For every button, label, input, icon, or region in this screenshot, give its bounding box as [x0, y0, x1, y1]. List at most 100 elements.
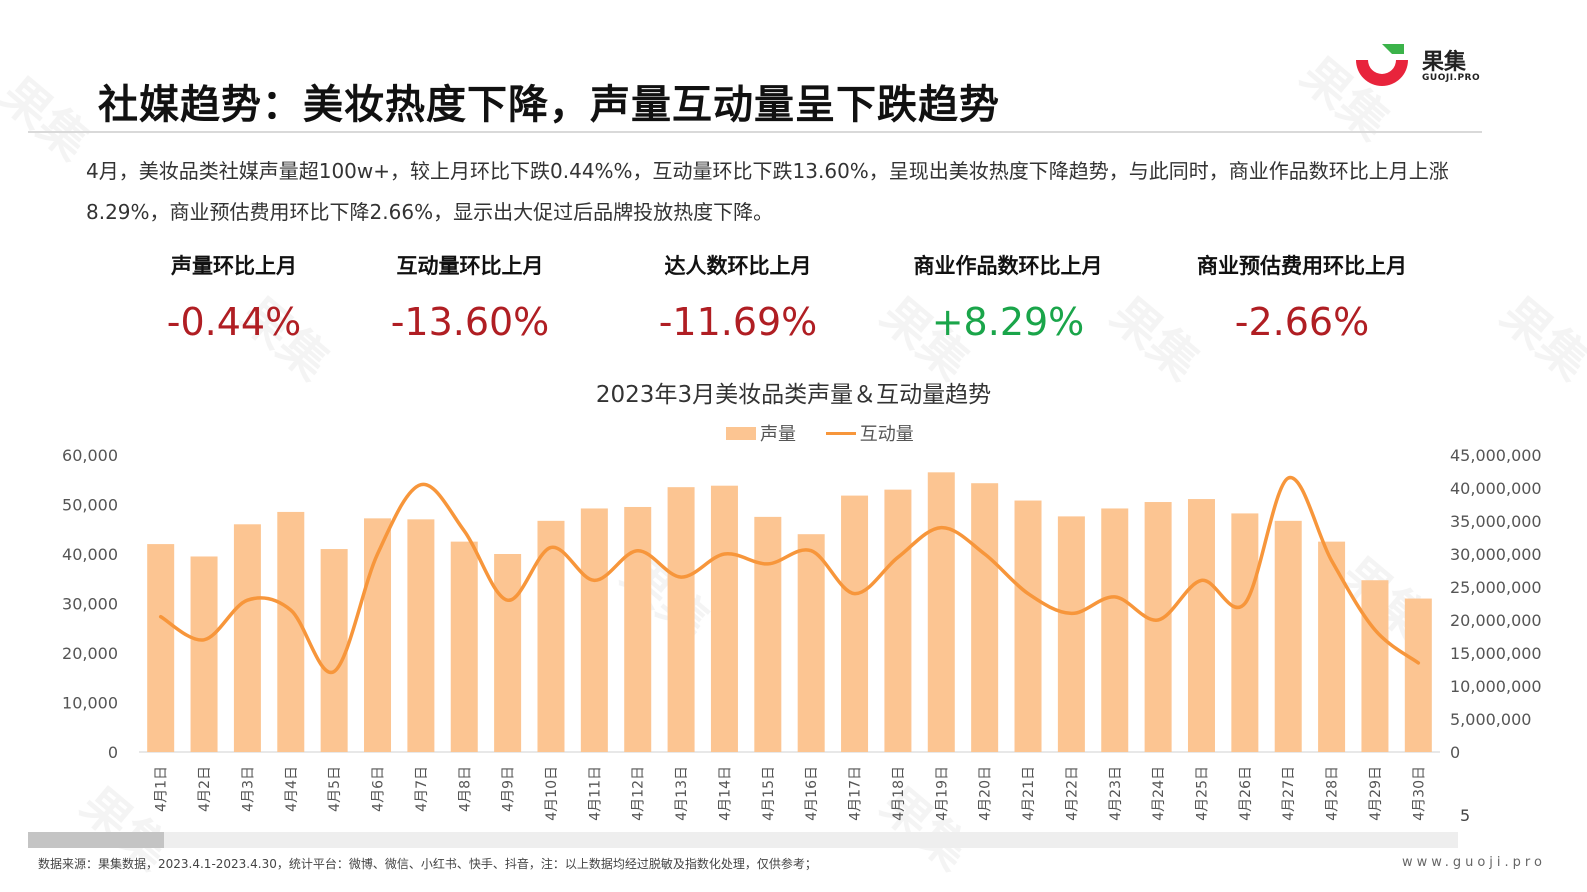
- x-tick-label: 4月22日: [1064, 766, 1080, 821]
- x-tick-label: 4月4日: [284, 766, 300, 812]
- legend-line-swatch: [825, 431, 856, 435]
- volume-bar: [624, 506, 652, 752]
- x-tick-label: 4月16日: [804, 766, 820, 821]
- kpi-value: -0.44%: [166, 300, 302, 344]
- volume-bar: [754, 516, 782, 752]
- kpi-card: 互动量环比上月 -13.60%: [340, 250, 600, 344]
- volume-bar: [1187, 499, 1215, 752]
- x-tick-label: 4月24日: [1151, 766, 1167, 821]
- x-tick-label: 4月3日: [240, 766, 256, 812]
- y-left-tick-label: 50,000: [62, 496, 118, 515]
- x-tick-label: 4月20日: [978, 766, 994, 821]
- x-tick-label: 4月1日: [154, 766, 170, 812]
- volume-bar: [797, 534, 825, 752]
- x-tick-label: 4月25日: [1194, 766, 1210, 821]
- volume-bar: [710, 485, 738, 752]
- y-right-tick-label: 10,000,000: [1450, 677, 1542, 696]
- x-tick-label: 4月8日: [457, 766, 473, 812]
- y-left-tick-label: 30,000: [62, 595, 118, 614]
- volume-bar: [1318, 541, 1346, 752]
- brand-name: 果集: [1422, 50, 1467, 75]
- volume-bar: [1404, 598, 1432, 752]
- volume-bar: [1361, 580, 1389, 752]
- volume-bar: [320, 549, 348, 752]
- volume-bar: [233, 524, 261, 752]
- x-tick-label: 4月9日: [501, 766, 517, 812]
- data-source-note: 数据来源：果集数据，2023.4.1-2023.4.30，统计平台：微博、微信、…: [38, 857, 817, 871]
- volume-bar: [1057, 516, 1085, 752]
- kpi-card: 商业预估费用环比上月 -2.66%: [1172, 250, 1432, 344]
- kpi-card: 达人数环比上月 -11.69%: [608, 250, 868, 344]
- y-left-tick-label: 40,000: [62, 545, 118, 564]
- y-left-tick-label: 0: [108, 743, 118, 762]
- brand-logo: 果集 GUOJI.PRO: [1352, 42, 1482, 90]
- x-tick-label: 4月2日: [197, 766, 213, 812]
- x-tick-label: 4月28日: [1325, 766, 1341, 821]
- x-tick-label: 4月13日: [674, 766, 690, 821]
- y-left-tick-label: 20,000: [62, 644, 118, 663]
- y-right-tick-label: 40,000,000: [1450, 479, 1542, 498]
- x-tick-label: 4月23日: [1108, 766, 1124, 821]
- kpi-card: 商业作品数环比上月 +8.29%: [878, 250, 1138, 344]
- y-right-tick-label: 30,000,000: [1450, 545, 1542, 564]
- y-right-tick-label: 15,000,000: [1450, 644, 1542, 663]
- volume-bar: [537, 520, 565, 752]
- y-right-tick-label: 20,000,000: [1450, 611, 1542, 630]
- y-right-tick-label: 0: [1450, 743, 1460, 762]
- volume-bar: [927, 472, 955, 752]
- volume-bar: [147, 544, 175, 752]
- x-tick-label: 4月6日: [371, 766, 387, 812]
- volume-bar: [1274, 520, 1302, 752]
- legend-label-interaction: 互动量: [859, 424, 914, 445]
- page-number: 5: [1460, 806, 1471, 825]
- kpi-label: 商业作品数环比上月: [913, 254, 1103, 278]
- kpi-value: -2.66%: [1234, 300, 1370, 344]
- title-divider: [28, 131, 1482, 133]
- kpi-card: 声量环比上月 -0.44%: [104, 250, 364, 344]
- x-tick-label: 4月30日: [1411, 766, 1427, 821]
- summary-text: 4月，美妆品类社媒声量超100w+，较上月环比下跌0.44%%，互动量环比下跌1…: [86, 159, 1449, 224]
- combo-chart: 0 10,000 20,000 30,000 40,000 50,000 60,000 0 5,…: [62, 446, 1542, 821]
- volume-bar: [494, 554, 522, 752]
- horizontal-scrollbar[interactable]: [28, 832, 1458, 848]
- volume-bar: [450, 541, 478, 752]
- page-title: 社媒趋势：美妆热度下降，声量互动量呈下跌趋势: [98, 82, 1000, 128]
- chart-legend: 声量 互动量: [726, 420, 914, 446]
- volume-bar: [1014, 500, 1042, 752]
- y-right-tick-label: 45,000,000: [1450, 446, 1542, 465]
- volume-bar: [407, 519, 435, 752]
- x-tick-label: 4月27日: [1281, 766, 1297, 821]
- website-url: www.guoji.pro: [1402, 855, 1546, 870]
- x-tick-label: 4月14日: [717, 766, 733, 821]
- legend-label-volume: 声量: [760, 424, 796, 445]
- x-tick-label: 4月21日: [1021, 766, 1037, 821]
- volume-bar: [884, 489, 912, 752]
- y-left-tick-label: 60,000: [62, 446, 118, 465]
- volume-bar: [277, 511, 305, 752]
- x-tick-label: 4月7日: [414, 766, 430, 812]
- kpi-label: 达人数环比上月: [664, 254, 812, 278]
- x-tick-label: 4月10日: [544, 766, 560, 821]
- volume-bar: [667, 487, 695, 752]
- x-tick-label: 4月12日: [631, 766, 647, 821]
- volume-bar: [1101, 508, 1129, 752]
- kpi-value: -13.60%: [390, 300, 550, 344]
- interaction-line: [158, 476, 1421, 675]
- kpi-label: 声量环比上月: [171, 254, 297, 278]
- x-tick-label: 4月15日: [761, 766, 777, 821]
- x-tick-label: 4月18日: [891, 766, 907, 821]
- chart-title: 2023年3月美妆品类声量＆互动量趋势: [595, 382, 992, 408]
- x-tick-label: 4月11日: [587, 766, 603, 821]
- kpi-label: 互动量环比上月: [396, 254, 544, 278]
- kpi-value: +8.29%: [931, 300, 1085, 344]
- volume-bar: [190, 556, 218, 752]
- volume-bar: [1231, 513, 1259, 752]
- brand-logo-icon: [1356, 44, 1408, 86]
- x-tick-label: 4月19日: [934, 766, 950, 821]
- volume-bar: [971, 483, 999, 752]
- volume-bar: [580, 508, 608, 752]
- scrollbar-thumb[interactable]: [28, 832, 164, 848]
- y-right-tick-label: 35,000,000: [1450, 512, 1542, 531]
- x-tick-label: 4月29日: [1368, 766, 1384, 821]
- y-right-tick-label: 5,000,000: [1450, 710, 1531, 729]
